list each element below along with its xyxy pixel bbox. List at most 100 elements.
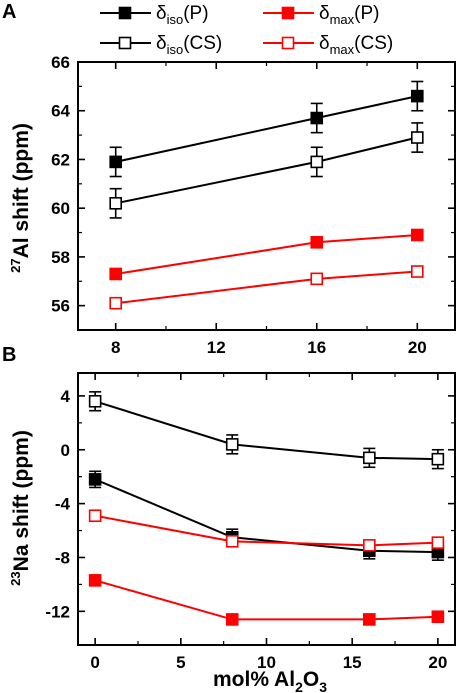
panel-b: 0 5 10 15 20 4 0 -4 -8 -12 (45, 372, 456, 672)
y-tick-label: -8 (55, 548, 70, 567)
series-2 (109, 228, 424, 281)
svg-text:δmax(P): δmax(P) (319, 3, 379, 27)
data-point (310, 111, 324, 125)
data-point (431, 610, 445, 624)
data-point (88, 394, 102, 408)
panel-a-ylabel-sup: 27 (8, 258, 23, 272)
x-tick-label: 15 (343, 653, 362, 672)
legend-label-2-sub: iso (167, 42, 184, 57)
data-point (363, 613, 376, 626)
series-2 (88, 574, 445, 626)
series-3 (109, 265, 424, 310)
svg-text:δiso(P): δiso(P) (156, 3, 209, 27)
plots: 8 12 16 20 56 58 60 62 64 66 0 5 10 15 20 4 0 -4 -8 -12 (45, 53, 456, 672)
x-tick-label: 16 (307, 338, 326, 357)
series-0 (88, 470, 445, 561)
panel-b-xlabel-mid: O (303, 668, 319, 691)
y-tick-label: -12 (45, 602, 70, 621)
x-tick-label: 20 (428, 653, 447, 672)
legend-label-1-suffix: (P) (354, 3, 379, 24)
series-line (94, 514, 438, 547)
series-line (115, 95, 418, 163)
data-point (88, 574, 102, 587)
legend-label-0-suffix: (P) (183, 3, 208, 24)
panel-b-xlabel-pre: mol% Al (213, 668, 295, 691)
series-line (94, 579, 438, 621)
legend-item-2: δiso(CS) (100, 33, 222, 57)
y-tick-label: 0 (61, 441, 70, 460)
series-1 (109, 122, 424, 219)
series-line (115, 233, 418, 275)
data-point (88, 509, 102, 523)
data-point (109, 267, 122, 281)
data-point (225, 535, 239, 548)
panel-b-xlabel: mol% Al2O3 (213, 668, 327, 693)
series-3 (88, 509, 445, 552)
data-point (310, 155, 324, 169)
series-line (94, 478, 438, 554)
x-tick-label: 8 (111, 338, 120, 357)
panel-a-ylabel: 27Al shift (ppm) (8, 123, 33, 273)
data-point (225, 613, 239, 626)
legend-label-3-sub: max (330, 42, 355, 57)
legend-label-2-base: δ (156, 33, 167, 54)
series-line (115, 270, 418, 305)
legend-item-0: δiso(P) (100, 3, 209, 27)
x-tick-label: 0 (90, 653, 99, 672)
series-line (115, 136, 418, 205)
series-line (94, 400, 438, 461)
y-tick-label: 64 (51, 102, 70, 121)
data-point (109, 296, 122, 310)
legend: δiso(P) δmax(P) δiso(CS) δmax(CS) (100, 3, 393, 57)
panel-a-letter: A (2, 1, 16, 23)
series-1 (88, 391, 445, 470)
data-point (363, 539, 376, 552)
data-point (109, 197, 122, 210)
series-0 (109, 80, 424, 178)
legend-label-2-suffix: (CS) (183, 33, 222, 54)
data-point (310, 235, 324, 249)
panel-b-ylabel-sup: 23 (8, 571, 23, 585)
x-tick-label: 5 (176, 653, 185, 672)
panel-a-ylabel-main: Al shift (ppm) (10, 123, 33, 258)
legend-label-1-sub: max (330, 12, 355, 27)
svg-text:δiso(CS): δiso(CS) (156, 33, 222, 57)
data-point (431, 452, 445, 466)
data-point (410, 89, 424, 103)
y-tick-label: 56 (51, 297, 70, 316)
data-point (88, 473, 102, 486)
legend-label-3-base: δ (319, 33, 330, 54)
panel-b-ylabel: 23Na shift (ppm) (8, 430, 33, 586)
data-point (310, 272, 324, 286)
plot-frame (77, 61, 456, 331)
data-point (410, 131, 424, 144)
legend-label-0-sub: iso (167, 12, 184, 27)
y-tick-label: 60 (51, 199, 70, 218)
legend-item-1: δmax(P) (263, 3, 379, 27)
y-tick-label: 58 (51, 248, 70, 267)
x-tick-label: 20 (408, 338, 427, 357)
y-tick-label: 62 (51, 150, 70, 169)
panel-b-letter: B (2, 344, 16, 366)
x-tick-label: 10 (257, 653, 276, 672)
legend-label-3-suffix: (CS) (354, 33, 393, 54)
data-point (363, 451, 376, 465)
panel-b-ylabel-main: Na shift (ppm) (10, 430, 33, 571)
panel-b-xlabel-sub1: 2 (295, 679, 303, 693)
data-point (410, 228, 424, 242)
data-point (431, 536, 445, 549)
panel-b-xlabel-sub2: 3 (319, 679, 327, 693)
data-point (410, 265, 424, 278)
svg-text:δmax(CS): δmax(CS) (319, 33, 393, 57)
data-point (225, 438, 239, 451)
y-tick-label: 66 (51, 53, 70, 72)
legend-label-0-base: δ (156, 3, 167, 24)
x-tick-label: 12 (207, 338, 226, 357)
data-point (109, 155, 122, 169)
legend-label-1-base: δ (319, 3, 330, 24)
panel-a: 8 12 16 20 56 58 60 62 64 66 (51, 53, 456, 357)
y-tick-label: -4 (55, 495, 71, 514)
y-tick-label: 4 (61, 387, 71, 406)
legend-item-3: δmax(CS) (263, 33, 393, 57)
